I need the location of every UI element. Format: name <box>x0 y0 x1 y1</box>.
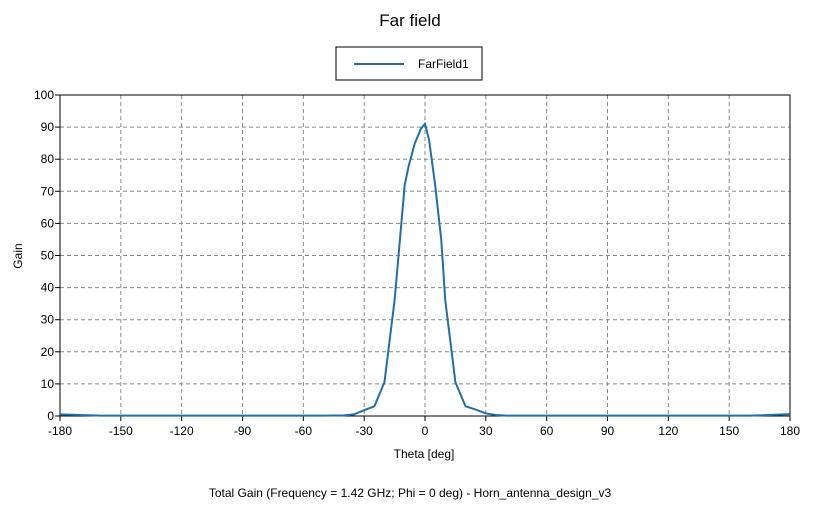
chart-footer: Total Gain (Frequency = 1.42 GHz; Phi = … <box>209 486 612 500</box>
x-tick-label: 60 <box>540 424 554 438</box>
ticks: -180 -150 -120 -90 -60 -30 0 30 60 90 120 150 180 0 10… <box>34 88 800 438</box>
chart-title: Far field <box>379 11 440 30</box>
y-tick-label: 10 <box>41 377 55 391</box>
y-tick-label: 60 <box>41 216 55 230</box>
x-tick-label: 150 <box>719 424 739 438</box>
x-tick-label: -180 <box>48 424 72 438</box>
x-tick-label: 0 <box>422 424 429 438</box>
x-tick-label: 30 <box>479 424 493 438</box>
y-tick-label: 50 <box>41 249 55 263</box>
x-tick-label: 90 <box>601 424 615 438</box>
y-tick-label: 90 <box>41 120 55 134</box>
y-tick-label: 20 <box>41 345 55 359</box>
x-tick-label: -150 <box>109 424 133 438</box>
y-tick-label: 0 <box>47 409 54 423</box>
y-tick-label: 70 <box>41 184 55 198</box>
y-tick-label: 80 <box>41 152 55 166</box>
y-axis-label: Gain <box>11 243 25 268</box>
legend-label-farfield1: FarField1 <box>418 57 469 71</box>
x-tick-label: -120 <box>170 424 194 438</box>
legend: FarField1 <box>335 46 483 81</box>
y-tick-label: 100 <box>34 88 54 102</box>
y-tick-label: 40 <box>41 281 55 295</box>
x-tick-label: -60 <box>295 424 313 438</box>
x-axis-label: Theta [deg] <box>394 447 455 461</box>
x-tick-label: 120 <box>658 424 678 438</box>
series-line-farfield1 <box>59 121 791 417</box>
x-tick-label: 180 <box>780 424 800 438</box>
grid <box>60 95 790 416</box>
x-tick-label: -90 <box>234 424 252 438</box>
y-tick-label: 30 <box>41 313 55 327</box>
x-tick-label: -30 <box>355 424 373 438</box>
